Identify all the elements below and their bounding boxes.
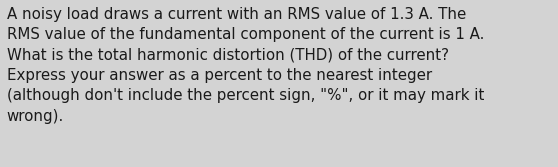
Text: A noisy load draws a current with an RMS value of 1.3 A. The
RMS value of the fu: A noisy load draws a current with an RMS… xyxy=(7,7,484,124)
